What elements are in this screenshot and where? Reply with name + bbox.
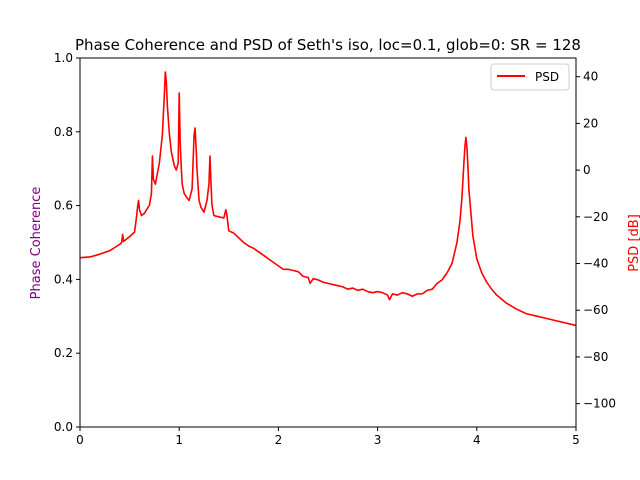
right-tick-label: 40: [583, 70, 598, 84]
x-tick-label: 2: [275, 433, 283, 447]
left-tick-label: 0.4: [54, 272, 73, 286]
left-tick-label: 0.6: [54, 199, 73, 213]
legend-box: [490, 63, 570, 91]
left-axis-label: Phase Coherence: [29, 187, 44, 300]
x-tick-label: 4: [473, 433, 481, 447]
legend-psd-label: PSD: [535, 70, 559, 84]
chart-title: Phase Coherence and PSD of Seth's iso, l…: [75, 36, 581, 54]
left-tick-label: 0.2: [54, 346, 73, 360]
right-axis-ticks: −100 −80 −60 −40 −20 0 20 40: [576, 70, 616, 411]
right-tick-label: −40: [583, 257, 608, 271]
legend: PSD: [490, 63, 570, 91]
x-tick-label: 3: [374, 433, 382, 447]
left-tick-label: 1.0: [54, 51, 73, 65]
axes-border: [79, 57, 577, 428]
x-tick-label: 5: [572, 433, 580, 447]
plot-background: [80, 58, 576, 427]
left-tick-label: 0.8: [54, 125, 73, 139]
right-tick-label: 20: [583, 116, 598, 130]
right-tick-label: −80: [583, 350, 608, 364]
x-tick-label: 1: [175, 433, 183, 447]
left-axis-ticks: 0.0 0.2 0.4 0.6 0.8 1.0: [54, 51, 80, 434]
axes-frame: [79, 57, 577, 428]
x-axis-ticks: 0 1 2 3 4 5: [76, 427, 580, 447]
left-tick-label: 0.0: [54, 420, 73, 434]
right-tick-label: −20: [583, 210, 608, 224]
plot-area: [80, 58, 576, 427]
right-tick-label: 0: [583, 163, 591, 177]
right-axis-label: PSD [dB]: [627, 214, 640, 272]
right-tick-label: −100: [583, 397, 616, 411]
psd-series: [79, 71, 577, 327]
psd-line: [79, 71, 577, 327]
right-tick-label: −60: [583, 303, 608, 317]
x-tick-label: 0: [76, 433, 84, 447]
